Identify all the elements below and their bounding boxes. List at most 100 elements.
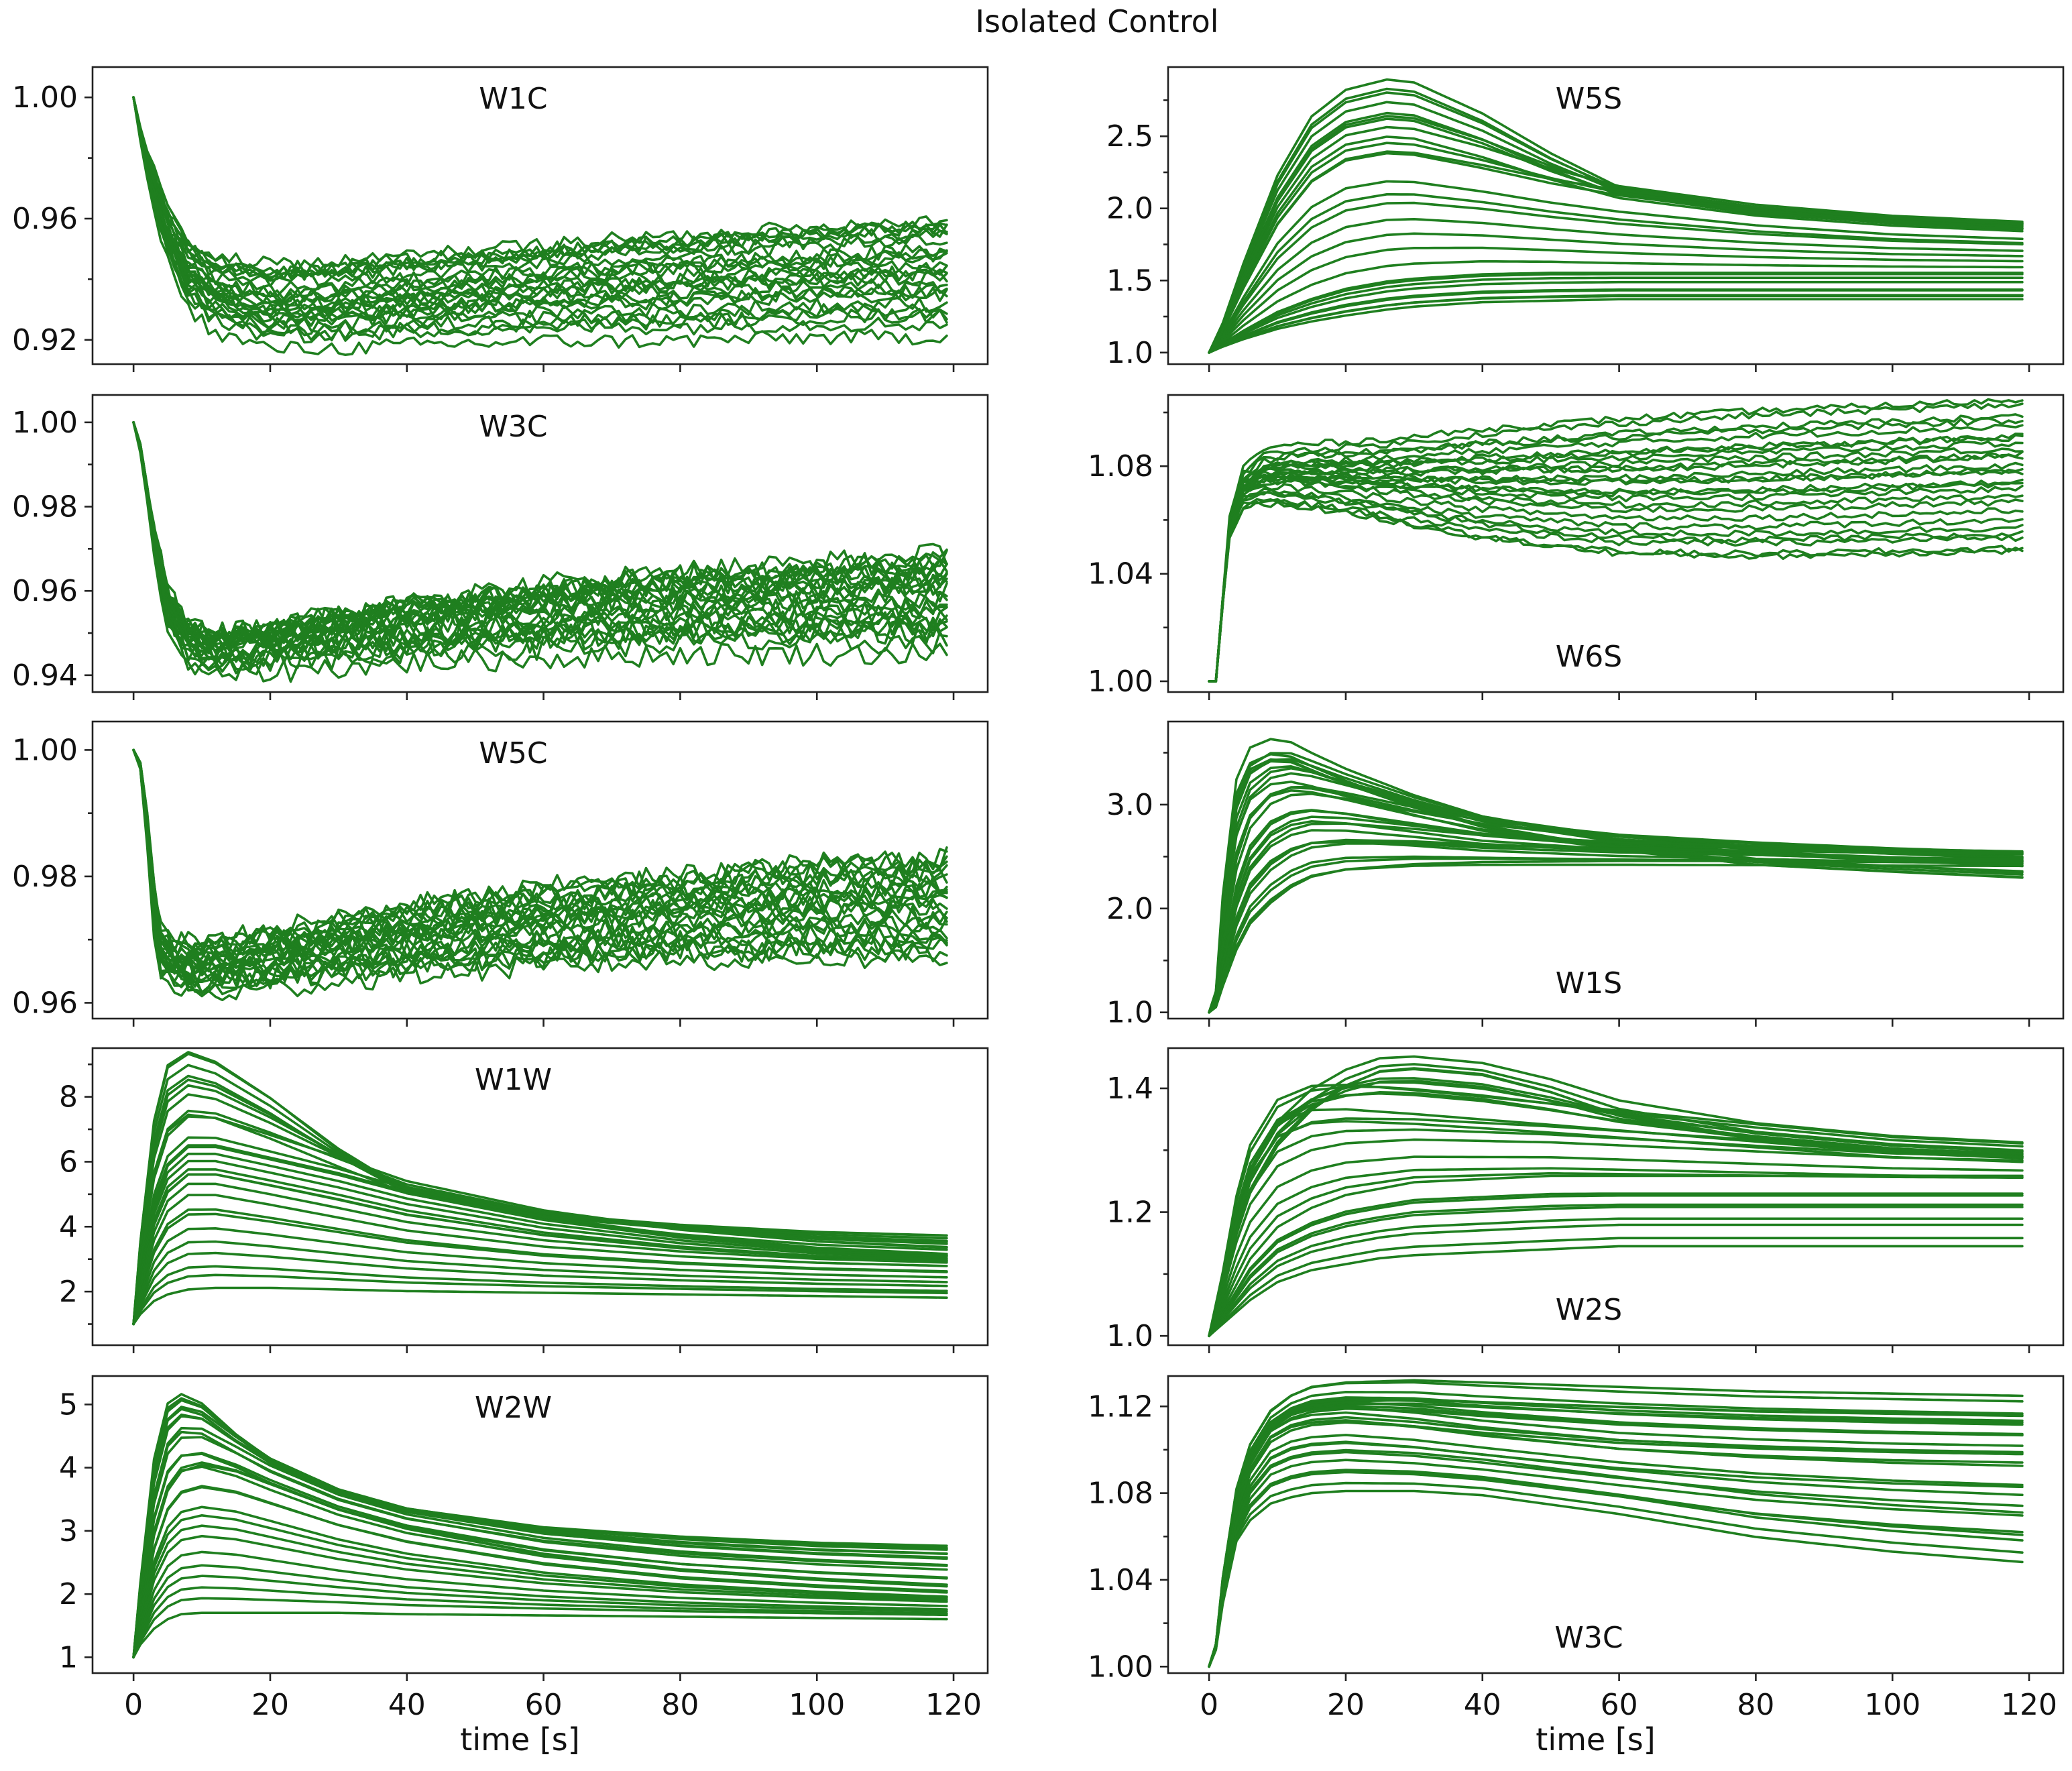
series-line-26 <box>1208 294 2024 354</box>
series-line-22 <box>1208 1459 2024 1668</box>
y-tick-label: 2.5 <box>1106 119 1153 154</box>
series-line-27 <box>1208 1237 2024 1337</box>
series-line-21 <box>132 1524 948 1659</box>
y-tick-label: 5 <box>59 1387 78 1422</box>
series-line-25 <box>1208 1217 2024 1337</box>
x-axis-label: time [s] <box>1536 1721 1655 1758</box>
axes-frame <box>1167 1047 2065 1347</box>
series-line-20 <box>132 1194 948 1326</box>
series-line-13 <box>132 1145 948 1326</box>
panel-title: W2W <box>475 1391 552 1425</box>
y-tick-label: 3.0 <box>1106 788 1153 822</box>
series-line-25 <box>132 420 948 676</box>
series-line-11 <box>132 748 948 969</box>
series-line-4 <box>1208 423 2024 683</box>
panel-w2w-4: 1 2 3 4 5 0 20 40 60 80 100 120 time [s] W2W <box>59 1375 989 1758</box>
series-line-21 <box>1208 272 2024 354</box>
series-line-8 <box>1208 1398 2024 1668</box>
series-line-26 <box>132 748 948 988</box>
series-line-10 <box>1208 141 2024 354</box>
series-line-15 <box>132 1159 948 1326</box>
series-line-10 <box>1208 1085 2024 1337</box>
series-line-28 <box>1208 860 2024 1014</box>
series-line-27 <box>132 1273 948 1326</box>
series-line-23 <box>132 1227 948 1326</box>
series-line-26 <box>1208 498 2024 683</box>
series-line-27 <box>1208 294 2024 354</box>
series-line-22 <box>132 1212 948 1326</box>
series-line-22 <box>1208 276 2024 354</box>
series-line-25 <box>132 1251 948 1326</box>
series-line-13 <box>132 96 948 317</box>
y-tick-label: 4 <box>59 1210 78 1244</box>
series-line-19 <box>132 1182 948 1326</box>
series-line-15 <box>1208 201 2024 354</box>
series-line-21 <box>1208 488 2024 683</box>
series-line-26 <box>1208 1470 2024 1668</box>
series-line-17 <box>132 748 948 972</box>
y-tick-label: 0.96 <box>12 986 78 1020</box>
series-group <box>1208 78 2024 354</box>
series-line-26 <box>132 420 948 683</box>
x-tick-label: 20 <box>1327 1688 1365 1722</box>
series-line-16 <box>132 96 948 315</box>
series-line-25 <box>1208 1469 2024 1668</box>
y-tick-label: 0.96 <box>12 574 78 608</box>
series-line-7 <box>132 96 948 288</box>
series-line-24 <box>1208 1206 2024 1337</box>
y-tick-label: 2 <box>59 1577 78 1611</box>
series-line-16 <box>1208 472 2024 683</box>
y-tick-label: 1.00 <box>1088 665 1153 699</box>
panel-title: W2S <box>1556 1293 1622 1327</box>
series-line-14 <box>1208 192 2024 354</box>
series-line-24 <box>132 96 948 337</box>
series-line-20 <box>132 96 948 323</box>
series-line-7 <box>1208 1081 2024 1337</box>
series-line-23 <box>132 1550 948 1659</box>
series-line-26 <box>132 1586 948 1659</box>
axes-frame <box>91 66 989 365</box>
series-line-4 <box>1208 1381 2024 1668</box>
axes-frame <box>91 720 989 1020</box>
series-line-10 <box>1208 451 2024 683</box>
series-line-6 <box>132 748 948 952</box>
series-line-8 <box>1208 135 2024 354</box>
series-line-23 <box>1208 280 2024 354</box>
series-line-18 <box>1208 246 2024 354</box>
axes-frame <box>1167 66 2065 365</box>
series-line-2 <box>132 96 948 272</box>
y-tick-label: 2 <box>59 1275 78 1309</box>
series-line-17 <box>1208 1419 2024 1668</box>
figure-suptitle: Isolated Control <box>975 3 1218 40</box>
series-line-7 <box>1208 1396 2024 1668</box>
y-tick-label: 1.04 <box>1088 557 1153 591</box>
y-tick-label: 0.94 <box>12 659 78 693</box>
series-line-14 <box>1208 468 2024 683</box>
series-line-11 <box>132 1136 948 1326</box>
y-tick-label: 1.00 <box>12 406 78 440</box>
series-line-19 <box>132 96 948 324</box>
series-line-19 <box>1208 477 2024 683</box>
y-tick-label: 1.08 <box>1088 449 1153 483</box>
series-line-24 <box>132 1564 948 1659</box>
series-line-20 <box>132 1514 948 1659</box>
panel-w1w-3: 2 4 6 8 W1W <box>59 1047 989 1353</box>
series-line-15 <box>1208 1128 2024 1337</box>
series-line-11 <box>132 1436 948 1659</box>
series-line-14 <box>132 748 948 965</box>
series-line-3 <box>132 748 948 955</box>
series-line-23 <box>1208 1448 2024 1668</box>
panel-title: W1S <box>1556 966 1622 1001</box>
panel-w5s-5: 1.0 1.5 2.0 2.5 W5S <box>1106 66 2065 372</box>
series-line-6 <box>1208 1391 2024 1668</box>
series-line-3 <box>1208 1397 2024 1668</box>
series-line-15 <box>132 96 948 317</box>
series-line-10 <box>132 96 948 305</box>
series-line-25 <box>132 96 948 357</box>
series-line-13 <box>132 1451 948 1659</box>
series-group <box>132 420 948 683</box>
axes-frame <box>1167 720 2065 1020</box>
y-tick-label: 0.96 <box>12 202 78 236</box>
series-line-18 <box>132 1485 948 1659</box>
